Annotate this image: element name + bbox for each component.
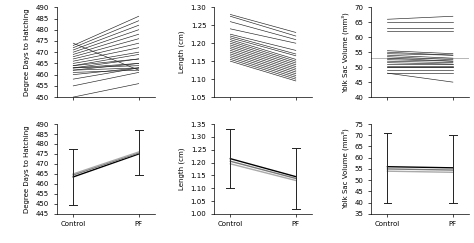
Y-axis label: Length (cm): Length (cm) xyxy=(179,148,185,190)
Y-axis label: Degree Days to Hatching: Degree Days to Hatching xyxy=(24,125,30,213)
Y-axis label: Yolk Sac Volume (mm³): Yolk Sac Volume (mm³) xyxy=(341,12,349,93)
Y-axis label: Degree Days to Hatching: Degree Days to Hatching xyxy=(24,8,30,96)
Y-axis label: Length (cm): Length (cm) xyxy=(179,31,185,73)
Y-axis label: Yolk Sac Volume (mm³): Yolk Sac Volume (mm³) xyxy=(341,129,349,209)
